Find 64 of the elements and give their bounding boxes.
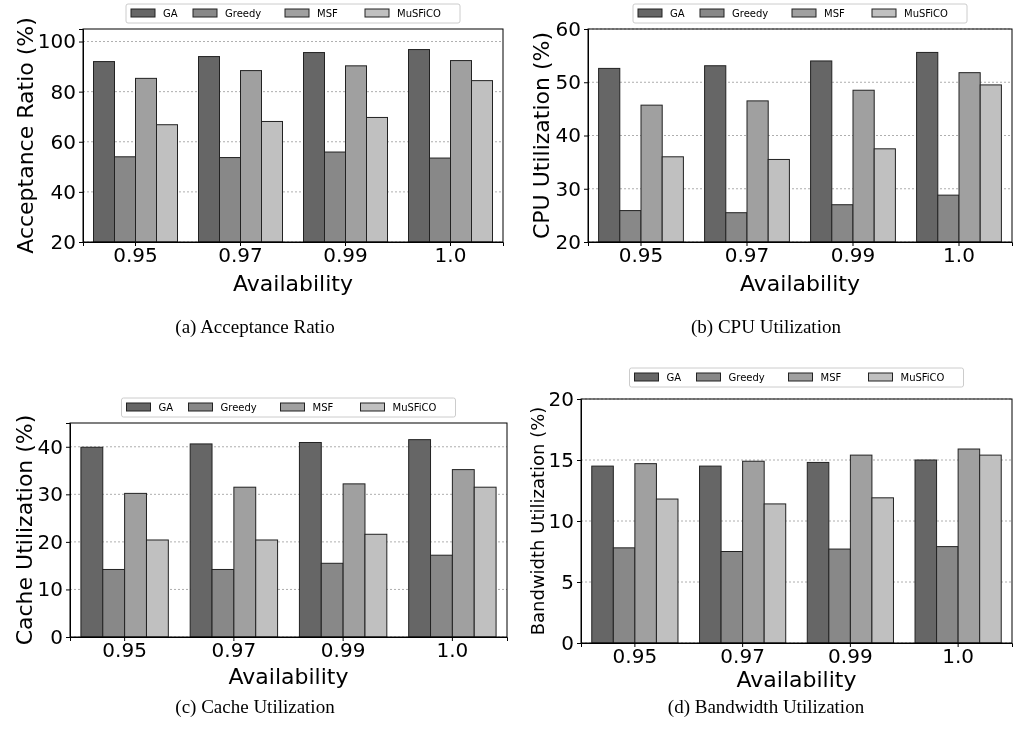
x-axis-title: Availability [233, 271, 353, 296]
x-tick-label: 0.97 [724, 243, 770, 268]
x-tick-label: 0.99 [828, 644, 873, 669]
y-tick-label: 40 [50, 179, 76, 204]
x-tick-label: 0.97 [720, 644, 765, 669]
y-tick-label: 0 [561, 630, 574, 655]
legend-label: GA [666, 372, 682, 383]
legend-label: Greedy [220, 402, 257, 413]
y-tick-label: 20 [555, 229, 581, 254]
x-tick-label: 0.99 [830, 243, 876, 268]
x-tick-label: 1.0 [943, 243, 975, 268]
y-tick-label: 10 [37, 577, 63, 602]
legend-label: MuSFiCO [397, 8, 442, 19]
y-tick-label: 60 [555, 16, 581, 41]
x-tick-label: 0.99 [323, 243, 368, 268]
y-axis-title: Acceptance Ratio (%) [13, 17, 38, 254]
x-tick-label: 0.95 [113, 243, 158, 268]
y-axis-title: Cache Utilization (%) [12, 414, 37, 646]
text: (d) Bandwidth Utilization [667, 696, 865, 718]
y-tick-label: 100 [37, 29, 76, 54]
y-tick-label: 5 [561, 569, 574, 594]
y-tick-label: 40 [37, 434, 63, 459]
x-tick-label: 0.95 [102, 638, 147, 663]
x-tick-label: 1.0 [434, 243, 467, 268]
text: (a) Acceptance Ratio [175, 316, 335, 338]
text: (c) Cache Utilization [175, 696, 336, 718]
legend-label: GA [158, 402, 174, 413]
legend-label: MSF [824, 8, 845, 19]
x-axis-title: Availability [736, 667, 857, 692]
legend-label: MSF [820, 372, 842, 383]
y-tick-label: 0 [50, 624, 63, 649]
x-tick-label: 0.97 [211, 638, 257, 663]
y-tick-label: 60 [50, 129, 76, 154]
y-tick-label: 80 [50, 79, 76, 104]
y-tick-label: 30 [37, 482, 63, 507]
x-tick-label: 0.95 [618, 243, 664, 268]
x-axis-title: Availability [740, 271, 860, 296]
legend-label: MuSFiCO [904, 8, 949, 19]
legend-label: GA [670, 8, 685, 19]
y-tick-label: 15 [548, 447, 574, 472]
y-axis-title: Bandwidth Utilization (%) [527, 406, 548, 636]
y-tick-label: 20 [548, 386, 574, 411]
legend-label: MSF [312, 402, 334, 413]
x-axis-title: Availability [228, 664, 349, 689]
y-axis-title: CPU Utilization (%) [529, 31, 554, 240]
x-tick-label: 0.97 [218, 243, 263, 268]
x-tick-label: 1.0 [436, 638, 469, 663]
y-tick-label: 20 [50, 229, 76, 254]
legend-label: Greedy [225, 8, 262, 19]
legend-label: Greedy [732, 8, 769, 19]
x-tick-label: 0.99 [320, 638, 366, 663]
legend-label: GA [163, 8, 178, 19]
legend-label: Greedy [728, 372, 765, 383]
x-tick-label: 0.95 [612, 644, 658, 669]
y-tick-label: 20 [37, 529, 63, 554]
y-tick-label: 50 [555, 70, 581, 95]
y-tick-label: 10 [548, 508, 574, 533]
x-tick-label: 1.0 [942, 644, 975, 669]
y-tick-label: 30 [555, 176, 581, 201]
legend-label: MuSFiCO [900, 372, 945, 383]
legend-label: MSF [317, 8, 338, 19]
text: (b) CPU Utilization [691, 316, 842, 338]
legend-label: MuSFiCO [392, 402, 437, 413]
y-tick-label: 40 [555, 123, 581, 148]
